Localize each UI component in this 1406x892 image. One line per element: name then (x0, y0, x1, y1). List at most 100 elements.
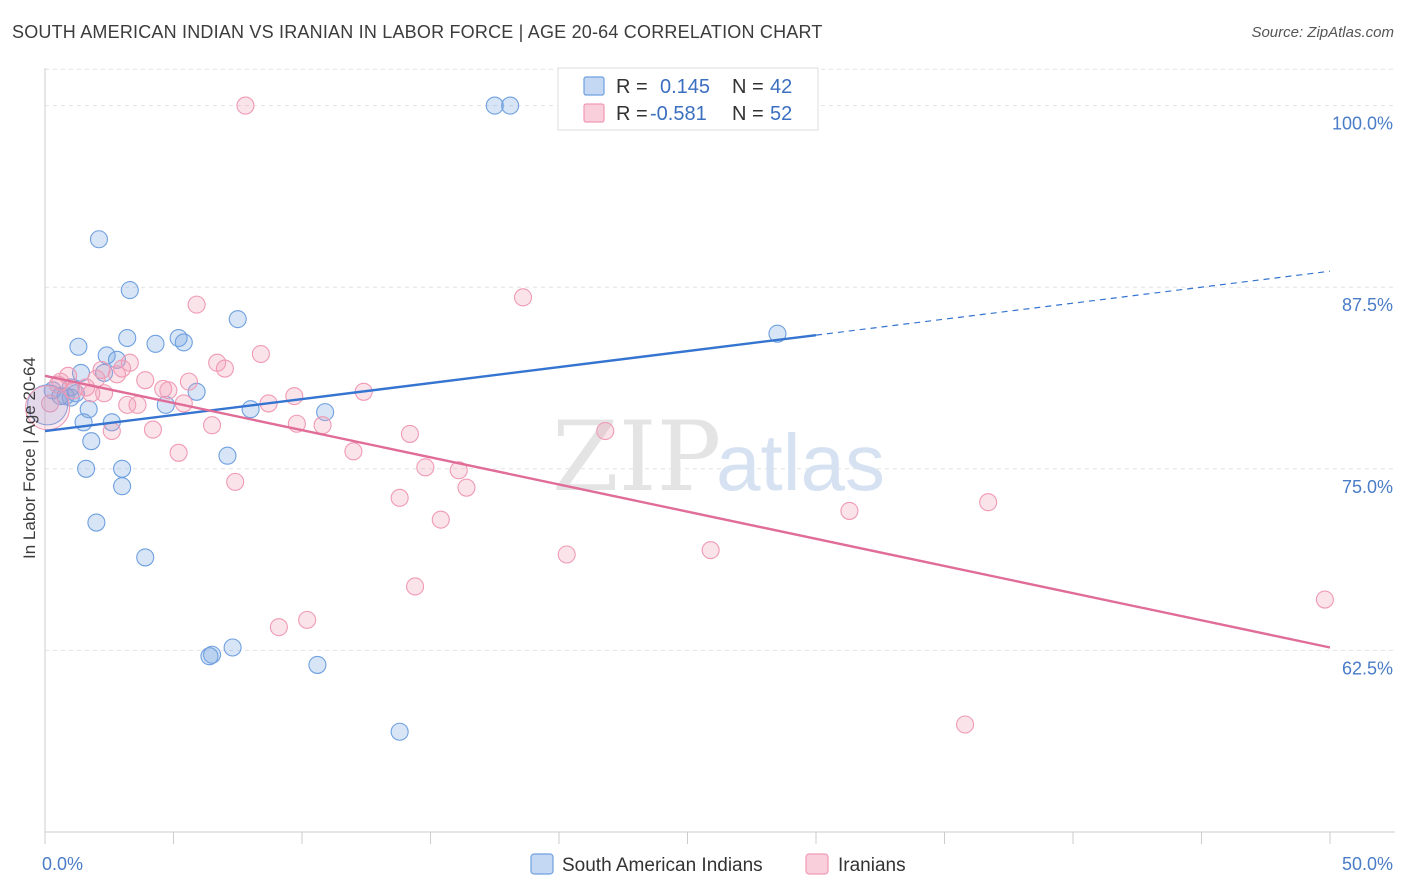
point-south-american-indians-38 (501, 96, 520, 115)
point-iranians-30 (269, 618, 288, 637)
point-iranians-40 (416, 458, 435, 477)
y-tick-label-1: 75.0% (1342, 477, 1393, 497)
point-south-american-indians-6 (69, 337, 88, 356)
point-iranians-42 (449, 461, 468, 480)
legend-swatch-pink (583, 103, 605, 123)
x-tick-label-1: 50.0% (1342, 854, 1393, 874)
point-iranians-20 (169, 443, 188, 462)
point-south-american-indians-34 (308, 655, 327, 674)
point-south-american-indians-18 (113, 459, 132, 478)
point-iranians-34 (313, 416, 332, 435)
point-iranians-35 (344, 442, 363, 461)
legend-n-value-1: 42 (770, 76, 792, 98)
watermark: ZIP atlas (552, 401, 885, 513)
point-south-american-indians-32 (228, 310, 247, 329)
watermark-atlas: atlas (716, 418, 885, 507)
axes (44, 68, 1395, 844)
point-south-american-indians-27 (187, 382, 206, 401)
point-iranians-27 (226, 472, 245, 491)
point-south-american-indians-36 (390, 722, 409, 741)
series-legend: South American Indians Iranians (530, 853, 906, 876)
x-tick-label-0: 0.0% (42, 854, 83, 874)
point-south-american-indians-10 (79, 400, 98, 419)
y-tick-labels: 62.5% 75.0% 87.5% 100.0% (1332, 114, 1393, 679)
trend-line-0 (44, 333, 817, 433)
point-iranians-39 (406, 577, 425, 596)
point-iranians-41 (431, 510, 450, 529)
series-swatch-south-american-indians (530, 853, 554, 875)
point-iranians-10 (102, 421, 121, 441)
point-iranians-48 (840, 501, 859, 520)
y-axis-label: In Labor Force | Age 20-64 (20, 357, 39, 559)
legend: R = 0.145 N = 42 R = -0.581 N = 52 (557, 67, 819, 131)
point-iranians-23 (187, 295, 206, 314)
y-tick-label-2: 87.5% (1342, 295, 1393, 315)
point-iranians-45 (557, 545, 576, 564)
point-south-american-indians-26 (174, 333, 193, 352)
legend-n-value-2: 52 (770, 103, 792, 125)
point-iranians-37 (390, 488, 409, 507)
point-south-american-indians-21 (120, 281, 139, 300)
point-iranians-33 (298, 610, 317, 629)
point-iranians-8 (92, 360, 111, 380)
point-south-american-indians-23 (146, 334, 165, 353)
point-south-american-indians-11 (82, 432, 101, 451)
point-iranians-16 (136, 371, 155, 390)
point-south-american-indians-29 (203, 645, 222, 664)
point-south-american-indians-9 (77, 459, 96, 478)
point-iranians-24 (203, 416, 222, 435)
point-iranians-46 (596, 421, 615, 441)
source-credit: Source: ZipAtlas.com (1251, 24, 1394, 41)
cluster-south-american-indians (27, 384, 69, 426)
point-iranians-0 (41, 394, 60, 413)
point-iranians-51 (1315, 590, 1334, 609)
y-tick-label-0: 62.5% (1342, 658, 1393, 678)
point-iranians-15 (128, 395, 147, 414)
point-south-american-indians-4 (66, 384, 85, 403)
point-south-american-indians-39 (768, 324, 787, 343)
point-iranians-22 (179, 372, 198, 391)
legend-n-label-1: N = (732, 76, 764, 98)
point-south-american-indians-13 (89, 230, 109, 249)
trend-extension-0 (815, 270, 1331, 336)
point-iranians-31 (285, 387, 304, 406)
series-swatch-iranians (805, 853, 829, 875)
point-iranians-13 (118, 395, 137, 414)
trend-line-1 (44, 374, 1331, 649)
legend-r-label-1: R = (616, 76, 648, 98)
watermark-zip: ZIP (552, 401, 721, 513)
legend-r-label-2: R = (616, 103, 648, 125)
legend-swatch-blue (583, 76, 605, 96)
point-iranians-11 (107, 365, 127, 384)
point-south-american-indians-12 (87, 513, 106, 532)
point-iranians-26 (215, 359, 234, 378)
x-tick-labels: 0.0% 50.0% (42, 854, 1393, 874)
point-south-american-indians-30 (218, 446, 237, 465)
series-label-south-american-indians: South American Indians (562, 855, 763, 876)
point-south-american-indians-37 (485, 96, 504, 115)
point-south-american-indians-31 (223, 638, 242, 657)
grid-lines (45, 68, 1395, 651)
legend-n-label-2: N = (732, 103, 764, 125)
y-tick-label-3: 100.0% (1332, 114, 1393, 134)
point-south-american-indians-22 (136, 548, 155, 567)
chart-title: SOUTH AMERICAN INDIAN VS IRANIAN IN LABO… (12, 22, 823, 42)
point-south-american-indians-20 (118, 328, 137, 348)
point-south-american-indians-19 (113, 477, 132, 496)
point-iranians-14 (120, 353, 139, 372)
point-iranians-28 (251, 344, 270, 364)
point-south-american-indians-15 (97, 346, 116, 365)
trend-lines (44, 270, 1331, 649)
point-iranians-19 (159, 381, 178, 400)
point-iranians-44 (513, 288, 533, 307)
point-iranians-38 (400, 424, 419, 443)
point-iranians-50 (979, 493, 998, 512)
point-iranians-47 (701, 541, 720, 560)
series-label-iranians: Iranians (838, 855, 906, 876)
legend-r-value-1: 0.145 (660, 76, 710, 98)
point-south-american-indians-33 (241, 400, 260, 419)
point-iranians-49 (956, 715, 975, 734)
point-iranians-17 (143, 420, 162, 439)
legend-r-value-2: -0.581 (650, 103, 707, 125)
